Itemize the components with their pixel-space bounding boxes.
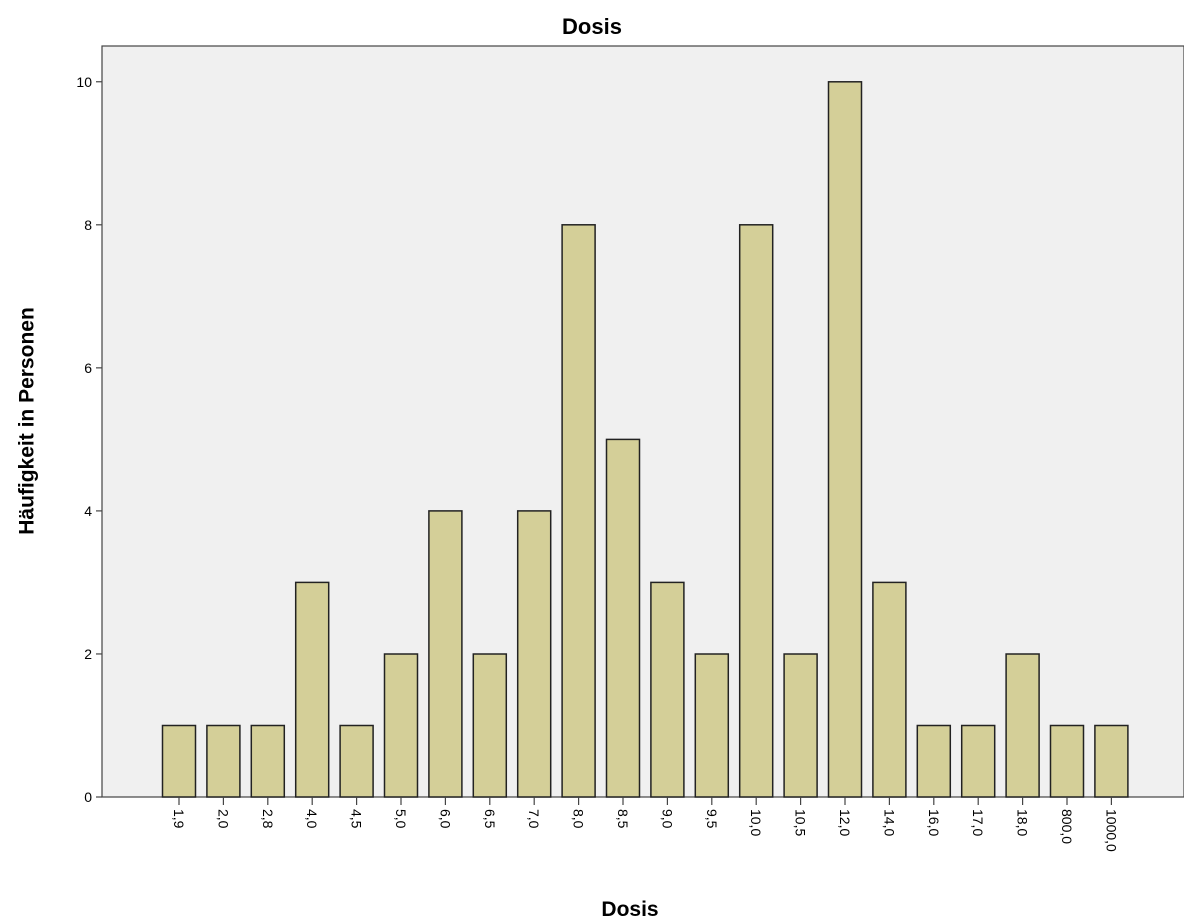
- y-tick-label: 10: [76, 74, 92, 90]
- x-axis-label: Dosis: [601, 898, 658, 921]
- x-tick-label: 16,0: [926, 809, 942, 836]
- bar-10,0: [738, 224, 774, 798]
- x-tick-label: 7,0: [526, 809, 542, 829]
- bar-2,8: [250, 724, 286, 798]
- bar-2,0: [206, 724, 241, 798]
- x-tick-label: 9,5: [704, 809, 720, 829]
- bar-9,0: [650, 581, 685, 798]
- bar-10,5: [783, 653, 818, 798]
- bar-4,0: [294, 581, 330, 798]
- bar-17,0: [960, 724, 996, 798]
- bar-1,9: [161, 724, 197, 798]
- y-tick-label: 2: [84, 646, 92, 662]
- y-tick-label: 6: [84, 360, 92, 376]
- x-tick-label: 6,0: [437, 809, 453, 829]
- x-tick-label: 10,5: [793, 809, 809, 836]
- x-tick-label: 14,0: [881, 809, 897, 836]
- bar-16,0: [916, 724, 952, 798]
- bar-12,0: [827, 81, 863, 798]
- bar-6,0: [428, 510, 463, 798]
- y-tick-label: 4: [84, 503, 92, 519]
- bar-1000,0: [1094, 724, 1129, 798]
- x-tick-label: 800,0: [1059, 809, 1075, 844]
- x-tick-label: 9,0: [659, 809, 675, 829]
- y-tick-label: 8: [84, 217, 92, 233]
- x-tick-label: 1000,0: [1103, 809, 1119, 852]
- x-tick-label: 4,0: [304, 809, 320, 829]
- x-axis: 1,9 2,0 2,8 4,0 4,5 5,0 6,0 6,5 7,0 8,0 8,5 9,0 9,5 1…: [171, 797, 1119, 852]
- bar-9,5: [694, 653, 730, 798]
- x-tick-label: 1,9: [171, 809, 187, 829]
- x-tick-label: 18,0: [1015, 809, 1031, 836]
- bar-6,5: [472, 653, 508, 798]
- x-tick-label: 5,0: [393, 809, 409, 829]
- plot-area: [101, 45, 1184, 798]
- x-tick-label: 4,5: [349, 809, 365, 829]
- chart-title: Dosis: [562, 14, 622, 39]
- x-tick-label: 12,0: [837, 809, 853, 836]
- bar-14,0: [872, 581, 907, 798]
- bar-4,5: [339, 724, 374, 798]
- bar-5,0: [383, 653, 419, 798]
- x-tick-label: 6,5: [482, 809, 498, 829]
- x-tick-label: 8,5: [615, 809, 631, 829]
- x-tick-label: 2,8: [260, 809, 276, 829]
- y-axis: 0 2 4 6 8 10: [76, 74, 102, 805]
- x-tick-label: 17,0: [970, 809, 986, 836]
- bar-800,0: [1049, 724, 1085, 798]
- bar-8,5: [605, 438, 641, 798]
- x-tick-label: 8,0: [571, 809, 587, 829]
- bar-8,0: [561, 224, 596, 798]
- x-tick-label: 10,0: [748, 809, 764, 836]
- y-axis-label: Häufigkeit in Personen: [16, 307, 39, 535]
- x-tick-label: 2,0: [215, 809, 231, 829]
- bar-7,0: [516, 510, 552, 798]
- bars-group: [161, 81, 1129, 798]
- bar-18,0: [1005, 653, 1040, 798]
- y-tick-label: 0: [84, 789, 92, 805]
